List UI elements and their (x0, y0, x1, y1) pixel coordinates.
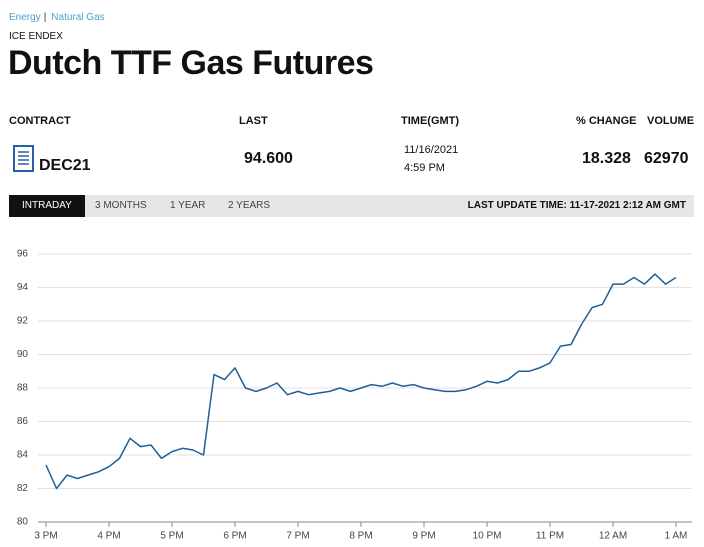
exchange: ICE ENDEX (9, 31, 63, 42)
volume: 62970 (644, 150, 689, 167)
change: 18.328 (582, 150, 631, 167)
tab-bar (9, 195, 694, 217)
y-tick-label: 86 (17, 416, 29, 427)
column-header: CONTRACT (9, 115, 71, 127)
contract: DEC21 (39, 157, 91, 174)
x-tick-label: 12 AM (599, 531, 627, 542)
breadcrumb-link[interactable]: Energy (9, 12, 41, 23)
price-line (45, 273, 677, 490)
y-tick-label: 92 (17, 316, 29, 327)
contract-icon (13, 145, 34, 172)
x-tick-label: 4 PM (97, 531, 120, 542)
x-tick-label: 3 PM (34, 531, 57, 542)
separator: | (43, 12, 47, 23)
x-tick-label: 5 PM (160, 531, 183, 542)
x-tick-label: 6 PM (223, 531, 246, 542)
tab[interactable]: 3 MONTHS (95, 200, 147, 211)
x-tick-label: 9 PM (412, 531, 435, 542)
last-price: 94.600 (244, 150, 293, 167)
y-tick-label: 82 (17, 483, 29, 494)
x-tick-label: 7 PM (286, 531, 309, 542)
date: 11/16/2021 (404, 144, 459, 156)
tab[interactable]: 1 YEAR (170, 200, 206, 211)
last-update: LAST UPDATE TIME: 11-17-2021 2:12 AM GMT (467, 200, 686, 211)
x-tick-label: 10 PM (473, 531, 502, 542)
y-tick-label: 96 (17, 249, 29, 260)
x-tick-label: 1 AM (665, 531, 688, 542)
title: Dutch TTF Gas Futures (8, 44, 374, 82)
x-tick-label: 8 PM (349, 531, 372, 542)
y-tick-label: 84 (17, 450, 29, 461)
breadcrumb-link[interactable]: Natural Gas (51, 12, 105, 23)
y-tick-label: 88 (17, 383, 29, 394)
tab[interactable]: INTRADAY (9, 195, 85, 217)
y-tick-label: 94 (17, 282, 29, 293)
breadcrumb: Energy | Natural Gas (9, 12, 105, 23)
column-header: VOLUME (647, 115, 695, 127)
tab[interactable]: 2 YEARS (228, 200, 271, 211)
x-tick-label: 11 PM (536, 531, 564, 542)
column-header: % CHANGE (576, 115, 637, 127)
y-tick-label: 80 (17, 517, 29, 528)
column-header: TIME(GMT) (401, 115, 460, 127)
column-header: LAST (239, 115, 268, 127)
time: 4:59 PM (404, 162, 445, 174)
y-tick-label: 90 (17, 349, 29, 360)
